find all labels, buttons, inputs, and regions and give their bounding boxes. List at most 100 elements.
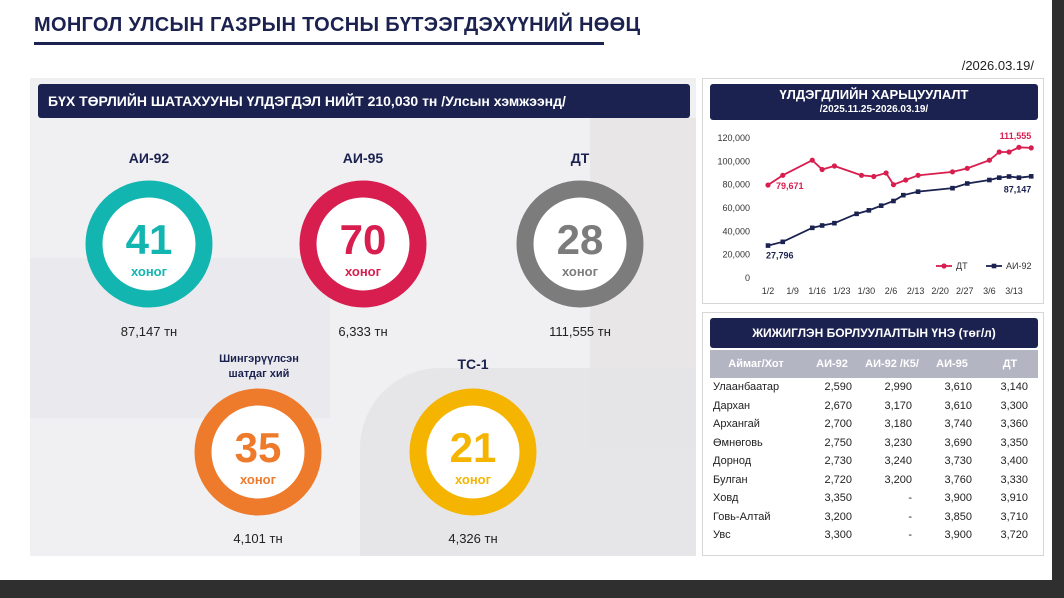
- table-cell-region: Увс: [713, 529, 731, 542]
- table-cell-price: 2,730: [824, 455, 852, 468]
- fuel-tons-ts1: 4,326 тн: [448, 531, 498, 546]
- x-tick-label: 2/27: [956, 286, 974, 296]
- series-point: [1028, 145, 1034, 151]
- series-point: [854, 211, 859, 217]
- col-header-ai95: АИ-95: [922, 350, 982, 378]
- table-cell-price: 3,230: [884, 436, 912, 449]
- table-cell-region: Дорнод: [713, 455, 752, 468]
- series-point: [996, 149, 1002, 155]
- gauge-ring: [194, 388, 322, 516]
- slide: МОНГОЛ УЛСЫН ГАЗРЫН ТОСНЫ БҮТЭЭГДЭХҮҮНИЙ…: [0, 0, 1052, 580]
- table-row: Архангай 2,700 3,180 3,740 3,360: [710, 415, 1038, 434]
- table-cell-price: 3,400: [1000, 455, 1028, 468]
- series-point: [915, 189, 921, 194]
- table-cell-price: 3,910: [1000, 492, 1028, 505]
- gauge-ring: [409, 388, 537, 516]
- series-point: [878, 203, 884, 208]
- table-cell-price: 3,900: [944, 492, 972, 505]
- series-point: [1028, 174, 1034, 179]
- table-cell-price: 2,670: [824, 399, 852, 412]
- series-point: [987, 177, 992, 183]
- gauge-ts1: 21 хоног: [409, 388, 537, 516]
- table-cell-price: -: [908, 492, 912, 505]
- series-point: [996, 175, 1002, 180]
- y-tick-label: 40,000: [722, 226, 750, 236]
- gauge-days-value: 41: [125, 216, 173, 263]
- x-tick-label: 1/23: [833, 286, 851, 296]
- table-cell-price: 3,350: [824, 492, 852, 505]
- x-tick-label: 3/6: [983, 286, 996, 296]
- table-cell-price: 3,170: [884, 399, 912, 412]
- gauge-days-unit: хоног: [561, 264, 599, 279]
- series-point: [765, 182, 771, 188]
- gauge-days-value: 35: [234, 424, 282, 471]
- gauge-ring: [299, 180, 427, 308]
- y-tick-label: 120,000: [717, 133, 750, 143]
- gauge-days-value: 28: [556, 216, 604, 263]
- table-cell-price: 3,610: [944, 381, 972, 394]
- data-label-first: 27,796: [766, 251, 794, 261]
- table-cell-price: 3,760: [944, 473, 972, 486]
- fuel-tons-ai92: 87,147 тн: [120, 324, 178, 339]
- table-cell-price: 3,300: [1000, 399, 1028, 412]
- table-cell-price: 3,850: [944, 510, 972, 523]
- series-point: [780, 239, 786, 245]
- table-row: Дархан 2,670 3,170 3,610 3,300: [710, 397, 1038, 416]
- legend-marker: [941, 263, 947, 269]
- col-header-dt: ДТ: [982, 350, 1038, 378]
- table-cell-price: 3,610: [944, 399, 972, 412]
- footer-bar: [0, 580, 1064, 598]
- y-tick-label: 80,000: [722, 180, 750, 190]
- series-point: [819, 166, 825, 173]
- table-cell-price: 3,200: [824, 510, 852, 523]
- col-header-ai92: АИ-92: [802, 350, 862, 378]
- table-cell-region: Улаанбаатар: [713, 381, 780, 394]
- table-row: Увс 3,300 - 3,900 3,720: [710, 526, 1038, 545]
- gauge-days-unit: хоног: [239, 472, 277, 487]
- gauge-days-value: 70: [339, 216, 387, 263]
- table-row: Улаанбаатар 2,590 2,990 3,610 3,140: [710, 378, 1038, 397]
- chart-title: ҮЛДЭГДЛИЙН ХАРЬЦУУЛАЛТ: [779, 87, 969, 102]
- table-cell-price: -: [908, 529, 912, 542]
- chart-subtitle: /2025.11.25-2026.03.19/: [819, 104, 929, 115]
- price-table-header: ЖИЖИГЛЭН БОРЛУУЛАЛТЫН ҮНЭ (төг/л): [710, 318, 1038, 348]
- series-point: [809, 157, 815, 163]
- table-cell-region: Ховд: [713, 492, 739, 505]
- table-cell-price: 3,240: [884, 455, 912, 468]
- x-tick-label: 1/30: [858, 286, 876, 296]
- series-point: [858, 172, 865, 178]
- table-cell-price: 3,330: [1000, 473, 1028, 486]
- col-header-ai92-k5: АИ-92 /К5/: [862, 350, 922, 378]
- table-row: Дорнод 2,730 3,240 3,730 3,400: [710, 452, 1038, 471]
- x-tick-label: 3/13: [1005, 286, 1023, 296]
- data-label-last: 87,147: [1004, 184, 1032, 194]
- gauge-days-unit: хоног: [130, 264, 168, 279]
- data-label-last: 111,555: [1000, 131, 1032, 141]
- series-point: [891, 198, 896, 204]
- table-cell-price: 3,710: [1000, 510, 1028, 523]
- legend-marker: [991, 263, 997, 269]
- gauge-days-value: 21: [449, 424, 497, 471]
- series-point: [950, 185, 955, 191]
- x-tick-label: 1/9: [786, 286, 799, 296]
- table-cell-price: 3,350: [1000, 436, 1028, 449]
- gauge-ring: [516, 180, 644, 308]
- report-date: /2026.03.19/: [961, 58, 1034, 73]
- table-row: Ховд 3,350 - 3,900 3,910: [710, 489, 1038, 508]
- gauge-dt: 28 хоног: [516, 180, 644, 308]
- gauge-ring: [85, 180, 213, 308]
- col-header-region: Аймаг/Хот: [710, 350, 802, 378]
- gauge-ai95: 70 хоног: [299, 180, 427, 308]
- series-point: [866, 208, 872, 213]
- gauge-lpg: 35 хоног: [194, 388, 322, 516]
- y-tick-label: 0: [745, 273, 750, 283]
- fuel-label-dt: ДТ: [570, 150, 590, 166]
- series-point: [1006, 174, 1012, 179]
- legend-label: АИ-92: [1006, 261, 1031, 271]
- series-point: [964, 181, 970, 186]
- fuel-label-ai92: АИ-92: [128, 150, 170, 166]
- table-cell-region: Дархан: [713, 399, 751, 412]
- x-tick-label: 2/6: [885, 286, 898, 296]
- series-point: [901, 192, 906, 198]
- price-table: Аймаг/Хот АИ-92 АИ-92 /К5/ АИ-95 ДТ Улаа…: [710, 350, 1038, 545]
